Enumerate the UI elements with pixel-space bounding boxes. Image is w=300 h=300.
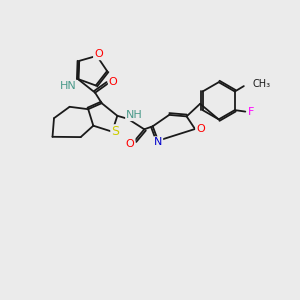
Text: O: O (196, 124, 205, 134)
Text: HN: HN (60, 81, 76, 91)
Text: O: O (109, 77, 118, 87)
Text: NH: NH (126, 110, 143, 120)
Text: O: O (126, 139, 135, 149)
Text: S: S (111, 125, 119, 138)
Text: CH₃: CH₃ (253, 79, 271, 89)
Text: O: O (94, 49, 103, 59)
Text: F: F (248, 106, 254, 117)
Text: N: N (154, 137, 162, 147)
